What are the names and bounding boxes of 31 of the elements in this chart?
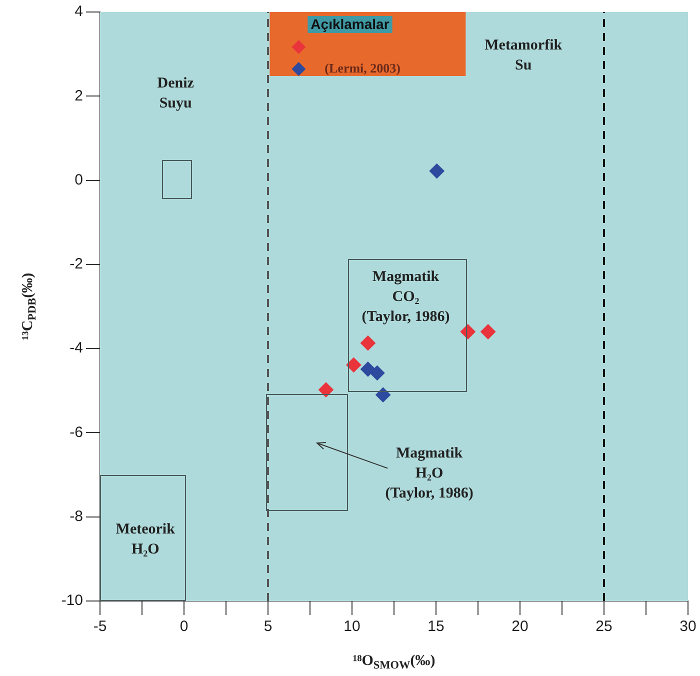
- annotation: Metamorfik Su: [484, 38, 563, 74]
- point: [370, 365, 385, 380]
- point: [480, 324, 496, 340]
- point: [376, 387, 391, 402]
- annotation: Magmatik CO₂ (Taylor, 1986): [362, 268, 450, 325]
- y-tick-label: -2: [70, 256, 83, 273]
- y-tick-label: 0: [74, 171, 83, 188]
- y-axis-title: ¹³CPDB(‰): [20, 272, 38, 340]
- point: [318, 382, 334, 398]
- annotation: Meteorik H₂O: [116, 521, 176, 558]
- x-tick-label: 20: [512, 618, 528, 636]
- x-tick-label: 15: [428, 618, 444, 636]
- legend-title: Açıklamalar: [310, 16, 390, 32]
- y-tick-label: 4: [74, 3, 83, 20]
- y-tick-label: 2: [74, 87, 83, 104]
- x-tick-label: 30: [680, 618, 696, 636]
- y-tick-label: -6: [70, 424, 83, 441]
- x-tick-label: -5: [93, 618, 107, 636]
- x-tick-label: 0: [180, 618, 188, 636]
- x-tick-label: 5: [264, 618, 272, 636]
- point: [346, 357, 362, 372]
- point: [360, 336, 376, 351]
- x-tick-label: 10: [344, 618, 360, 636]
- y-tick-label: -10: [61, 592, 83, 610]
- y-tick-label: -8: [70, 508, 83, 525]
- legend-label: (Lermi, 2003): [324, 60, 400, 76]
- point: [429, 164, 444, 179]
- y-tick-label: -4: [70, 340, 83, 357]
- x-tick-label: 25: [596, 618, 612, 636]
- annotation: Magmatik H₂O (Taylor, 1986): [385, 446, 474, 502]
- annotation: Deniz Suyu: [157, 75, 194, 112]
